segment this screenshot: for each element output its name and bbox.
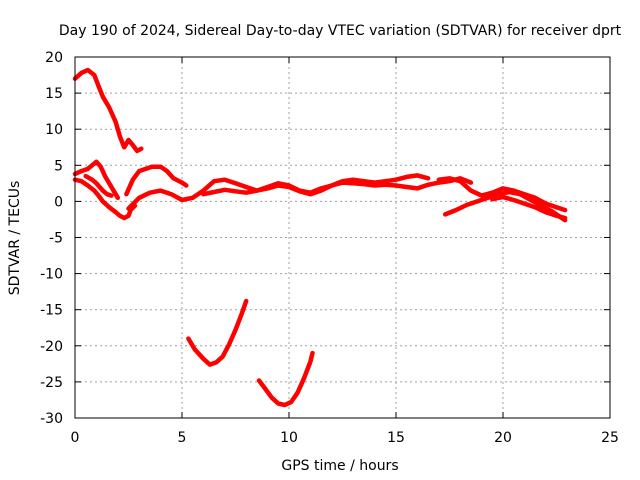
y-tick-label: -20 bbox=[40, 339, 63, 355]
y-tick-label: 5 bbox=[54, 158, 63, 174]
series-line-arc-3 bbox=[72, 159, 121, 201]
x-tick-label: 5 bbox=[178, 430, 187, 446]
y-tick-label: -5 bbox=[49, 231, 63, 247]
x-axis-label: GPS time / hours bbox=[281, 458, 398, 474]
y-tick-label: -30 bbox=[40, 411, 63, 427]
series-line-arc-2 bbox=[72, 177, 138, 221]
series-line-arc-10 bbox=[490, 194, 568, 221]
axis-ticks: 0 5 10 15 20 25 -30 -25 -20 -15 -10 -5 0 5 10 15 20 bbox=[40, 50, 619, 446]
x-tick-label: 25 bbox=[601, 430, 619, 446]
grid-lines bbox=[75, 57, 610, 418]
y-axis-label: SDTVAR / TECUs bbox=[7, 181, 23, 296]
chart-title: Day 190 of 2024, Sidereal Day-to-day VTE… bbox=[59, 23, 622, 39]
y-tick-label: 15 bbox=[45, 86, 63, 102]
series-line-arc-8 bbox=[436, 176, 568, 213]
series-line-arc-4 bbox=[83, 173, 114, 198]
y-tick-label: 20 bbox=[45, 50, 63, 66]
series-line-arc-9 bbox=[442, 189, 568, 223]
y-tick-label: 10 bbox=[45, 122, 63, 138]
x-tick-label: 10 bbox=[280, 430, 298, 446]
series-line-arc-11 bbox=[186, 298, 249, 367]
x-tick-label: 15 bbox=[387, 430, 405, 446]
y-tick-label: -15 bbox=[40, 303, 63, 319]
x-tick-label: 20 bbox=[494, 430, 512, 446]
series-line-arc-5 bbox=[124, 164, 189, 197]
x-tick-label: 0 bbox=[71, 430, 80, 446]
series-line-arc-12 bbox=[256, 350, 315, 408]
y-tick-label: -25 bbox=[40, 375, 63, 391]
series-layer bbox=[72, 67, 568, 408]
y-tick-label: -10 bbox=[40, 267, 63, 283]
series-line-arc-1 bbox=[72, 67, 144, 154]
y-tick-label: 0 bbox=[54, 194, 63, 210]
series-line-arc-7 bbox=[201, 173, 431, 197]
